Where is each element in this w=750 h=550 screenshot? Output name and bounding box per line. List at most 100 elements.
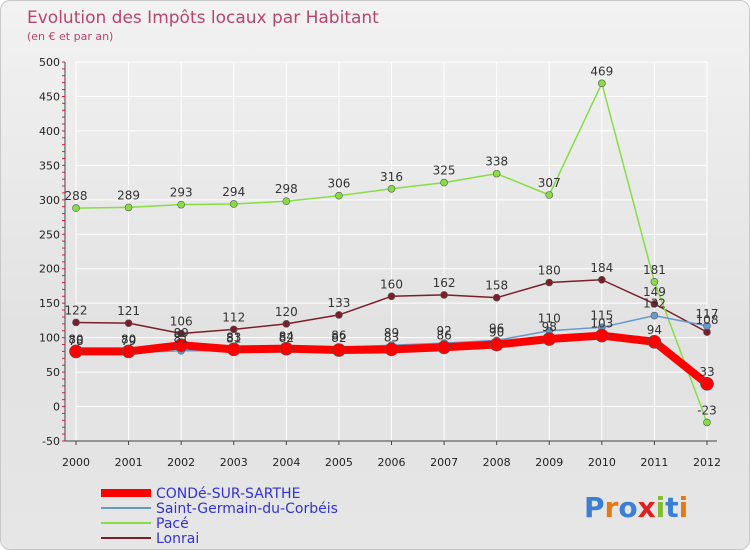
data-point — [72, 318, 80, 327]
data-label: 133 — [327, 296, 350, 310]
data-point — [282, 320, 291, 328]
y-tick-label: 100 — [39, 332, 60, 345]
data-label: 83 — [384, 330, 399, 344]
axes: -50 0 50 100 150 200 250 300 350 400 450 500 2000 200… — [39, 56, 721, 469]
data-point — [650, 300, 659, 308]
data-label: 162 — [433, 276, 456, 290]
grid — [75, 61, 708, 442]
data-point — [124, 203, 133, 212]
data-label: 184 — [590, 261, 613, 275]
y-tick-label: -50 — [42, 435, 60, 448]
data-point — [124, 319, 133, 327]
data-label: 108 — [696, 313, 719, 327]
data-label: 92 — [436, 324, 451, 338]
data-label: 89 — [174, 326, 189, 340]
data-label: 80 — [121, 332, 136, 346]
data-point — [229, 325, 238, 334]
x-tick-label: 2012 — [693, 456, 721, 469]
data-point — [650, 278, 659, 286]
data-point — [545, 278, 554, 287]
logo-letter: i — [679, 491, 689, 524]
data-label: 84 — [279, 330, 294, 344]
data-point — [174, 338, 188, 353]
logo-letter: x — [638, 491, 656, 524]
data-point — [177, 329, 185, 338]
data-point — [121, 344, 136, 359]
data-point — [545, 191, 554, 199]
x-tick-label: 2007 — [430, 456, 458, 469]
legend: CONDé-SUR-SARTHESaint-Germain-du-Corbéis… — [101, 486, 338, 547]
x-tick-label: 2004 — [272, 456, 300, 469]
chart-title: Evolution des Impôts locaux par Habitant — [27, 8, 379, 28]
y-tick-label: 250 — [39, 228, 60, 241]
data-label: 288 — [65, 189, 88, 203]
data-label: 325 — [433, 164, 456, 178]
x-tick-label: 2001 — [115, 456, 143, 469]
data-label: 122 — [65, 303, 88, 317]
logo-letter: o — [618, 491, 637, 524]
data-label: 289 — [117, 188, 140, 202]
x-tick-label: 2002 — [167, 456, 195, 469]
chart-subtitle: (en € et par an) — [27, 30, 113, 43]
data-point — [489, 337, 504, 352]
y-tick-label: 300 — [39, 194, 60, 207]
legend-label: Pacé — [156, 516, 189, 532]
proxiti-logo: Proxiti — [584, 491, 688, 524]
data-label: 106 — [170, 315, 193, 329]
y-tick-label: 200 — [39, 263, 60, 276]
data-point — [700, 377, 714, 391]
data-point — [226, 342, 241, 357]
data-point — [542, 332, 557, 346]
series — [69, 79, 714, 427]
data-point — [335, 311, 343, 319]
data-label: 80 — [68, 332, 83, 346]
data-label: 307 — [538, 176, 561, 190]
data-point — [703, 418, 711, 427]
data-label: 112 — [222, 310, 245, 324]
data-label: 306 — [327, 177, 350, 191]
data-point — [598, 79, 606, 88]
data-label: 120 — [275, 305, 298, 319]
data-label: 110 — [538, 312, 561, 326]
x-tick-label: 2003 — [220, 456, 248, 469]
data-point — [177, 200, 185, 209]
data-label: 96 — [489, 321, 504, 335]
y-tick-label: 50 — [46, 366, 60, 379]
data-label: 294 — [222, 185, 245, 199]
logo-letter: P — [584, 491, 605, 524]
data-point — [229, 200, 238, 208]
data-label: 79 — [121, 334, 136, 348]
data-point — [437, 340, 451, 355]
legend-label: Saint-Germain-du-Corbéis — [156, 501, 338, 517]
data-label: 81 — [226, 332, 241, 346]
data-label: 82 — [279, 331, 294, 345]
data-label: 469 — [590, 64, 613, 78]
x-tick-label: 2010 — [588, 456, 616, 469]
data-point — [650, 311, 659, 320]
logo-letter: i — [656, 491, 666, 524]
x-tick-label: 2005 — [325, 456, 353, 469]
data-point — [69, 344, 83, 359]
data-label: 338 — [485, 155, 508, 169]
data-label: 117 — [696, 307, 719, 321]
data-label: 121 — [117, 304, 140, 318]
data-label: 90 — [489, 326, 504, 340]
data-point — [595, 328, 609, 343]
data-label: 149 — [643, 285, 666, 299]
data-point — [492, 293, 501, 302]
x-tick-label: 2008 — [483, 456, 511, 469]
data-label: 298 — [275, 182, 298, 196]
y-tick-label: 350 — [39, 159, 60, 172]
legend-label: Lonrai — [156, 531, 199, 547]
data-point — [335, 191, 343, 200]
data-label: 81 — [174, 332, 189, 346]
legend-label: CONDé-SUR-SARTHE — [156, 486, 300, 502]
data-point — [387, 292, 396, 301]
data-point — [440, 291, 448, 299]
data-point — [282, 197, 291, 205]
data-point — [279, 341, 294, 356]
data-point — [332, 343, 346, 357]
y-tick-label: 400 — [39, 125, 60, 138]
